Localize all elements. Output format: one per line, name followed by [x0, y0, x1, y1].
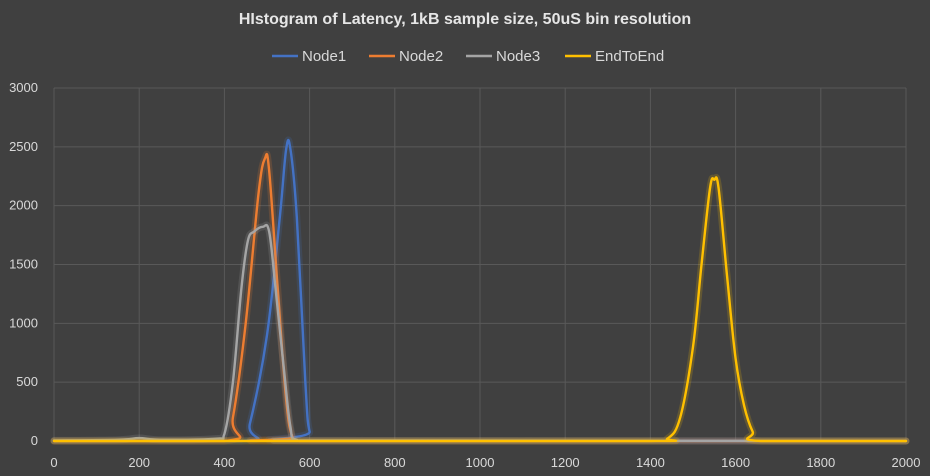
legend-label-node1: Node1	[302, 48, 346, 65]
x-tick-label: 1600	[721, 455, 750, 470]
y-axis-ticks: 0 500 1000 1500 2000 2500 3000	[9, 80, 38, 448]
series-line-endtoend	[52, 176, 908, 443]
x-axis-ticks: 0 200 400 600 800 1000 1200 1400 1600 1800 2000	[50, 455, 920, 470]
x-tick-label: 1000	[466, 455, 495, 470]
y-tick-label: 500	[16, 374, 38, 389]
gridlines	[53, 87, 907, 442]
y-tick-label: 2500	[9, 139, 38, 154]
x-tick-label: 600	[299, 455, 321, 470]
x-tick-label: 1400	[636, 455, 665, 470]
y-tick-label: 1500	[9, 257, 38, 272]
y-tick-label: 1000	[9, 315, 38, 330]
y-tick-label: 0	[31, 433, 38, 448]
legend-label-node2: Node2	[399, 48, 443, 65]
y-tick-label: 2000	[9, 198, 38, 213]
x-tick-label: 400	[214, 455, 236, 470]
x-tick-label: 800	[384, 455, 406, 470]
x-tick-label: 200	[128, 455, 150, 470]
x-tick-label: 2000	[892, 455, 921, 470]
legend: Node1 Node2 Node3 EndToEnd	[272, 48, 664, 65]
x-tick-label: 1800	[806, 455, 835, 470]
x-tick-label: 0	[50, 455, 57, 470]
series-lines	[50, 136, 910, 445]
x-tick-label: 1200	[551, 455, 580, 470]
chart-title: HIstogram of Latency, 1kB sample size, 5…	[239, 11, 691, 28]
y-tick-label: 3000	[9, 80, 38, 95]
legend-label-node3: Node3	[496, 48, 540, 65]
legend-label-endtoend: EndToEnd	[595, 48, 664, 65]
